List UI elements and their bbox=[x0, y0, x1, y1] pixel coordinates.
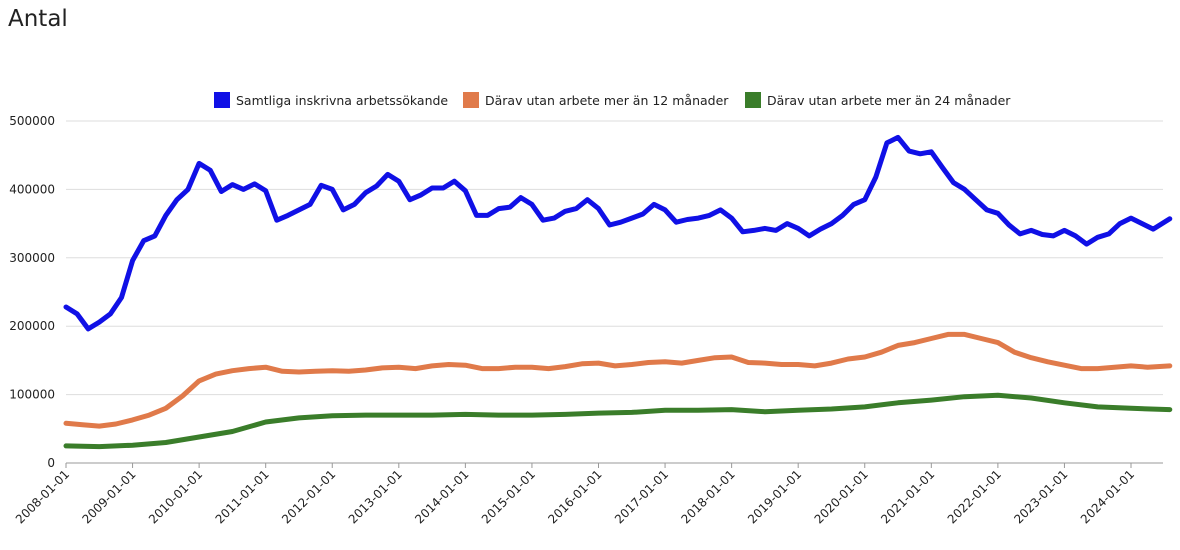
y-tick-label: 100000 bbox=[9, 388, 55, 402]
y-tick-label: 0 bbox=[47, 456, 55, 470]
x-tick-label: 2016-01-01 bbox=[545, 467, 604, 526]
y-tick-label: 200000 bbox=[9, 319, 55, 333]
x-tick-label: 2014-01-01 bbox=[412, 467, 471, 526]
legend: Samtliga inskrivna arbetssökande Därav ut… bbox=[214, 92, 1011, 108]
x-tick-label: 2015-01-01 bbox=[479, 467, 538, 526]
x-tick-label: 2018-01-01 bbox=[679, 467, 738, 526]
series-lines bbox=[63, 134, 1173, 450]
x-tick-label: 2020-01-01 bbox=[812, 467, 871, 526]
x-tick-label: 2008-01-01 bbox=[13, 467, 72, 526]
x-tick-label: 2009-01-01 bbox=[79, 467, 138, 526]
series-line-3 bbox=[63, 392, 1173, 450]
x-tick-label: 2017-01-01 bbox=[612, 467, 671, 526]
chart-subtitle: Antal bbox=[8, 6, 68, 32]
x-tick-label: 2024-01-01 bbox=[1078, 467, 1137, 526]
x-axis: 2008-01-01 2009-01-01 2010-01-01 2011-01-01… bbox=[13, 463, 1137, 526]
gridlines bbox=[66, 120, 1163, 464]
legend-label-1: Samtliga inskrivna arbetssökande bbox=[236, 93, 448, 108]
x-tick-label: 2012-01-01 bbox=[279, 467, 338, 526]
series-line-1 bbox=[63, 134, 1173, 332]
x-tick-label: 2022-01-01 bbox=[945, 467, 1004, 526]
legend-swatch-1 bbox=[214, 92, 230, 108]
legend-label-3: Därav utan arbete mer än 24 månader bbox=[767, 93, 1011, 108]
legend-swatch-3 bbox=[745, 92, 761, 108]
legend-label-2: Därav utan arbete mer än 12 månader bbox=[485, 93, 729, 108]
x-tick-label: 2011-01-01 bbox=[213, 467, 272, 526]
legend-swatch-2 bbox=[463, 92, 479, 108]
y-tick-label: 400000 bbox=[9, 182, 55, 196]
x-tick-label: 2010-01-01 bbox=[146, 467, 205, 526]
x-tick-label: 2013-01-01 bbox=[346, 467, 405, 526]
x-tick-label: 2023-01-01 bbox=[1011, 467, 1070, 526]
series-line-2 bbox=[63, 331, 1173, 429]
y-axis: 0 100000 200000 300000 400000 500000 bbox=[9, 114, 55, 470]
y-tick-label: 500000 bbox=[9, 114, 55, 128]
x-tick-label: 2021-01-01 bbox=[878, 467, 937, 526]
x-tick-label: 2019-01-01 bbox=[745, 467, 804, 526]
y-tick-label: 300000 bbox=[9, 251, 55, 265]
